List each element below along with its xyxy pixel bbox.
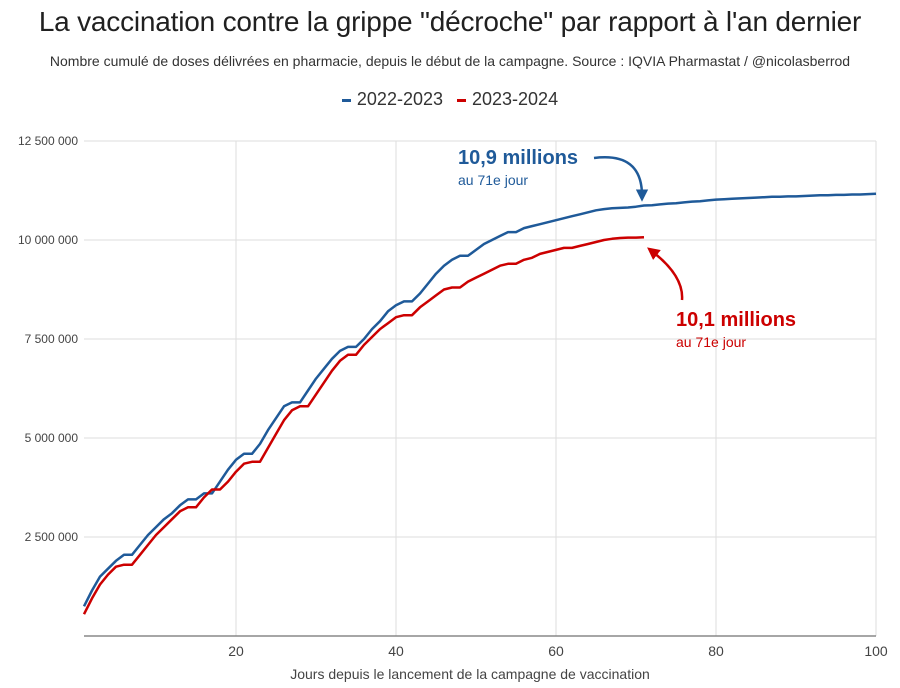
x-tick-label: 80 (708, 643, 724, 659)
y-tick-label: 12 500 000 (18, 134, 78, 148)
y-tick-label: 10 000 000 (18, 233, 78, 247)
legend-item-2022-2023[interactable]: 2022-2023 (341, 89, 443, 110)
annotation-label-2022-2023: 10,9 millions (458, 147, 578, 169)
annotation-arrow-icon (647, 247, 684, 301)
x-tick-label: 40 (388, 643, 404, 659)
y-tick-label: 2 500 000 (25, 530, 79, 544)
series-line-2022-2023 (82, 192, 877, 607)
legend: 2022-2023 2023-2024 (0, 89, 900, 110)
series-line-2023-2024 (82, 235, 645, 615)
annotation-arrow-icon (593, 156, 649, 202)
legend-label-2022-2023: 2022-2023 (356, 89, 443, 109)
legend-item-2023-2024[interactable]: 2023-2024 (457, 89, 558, 110)
series-lines (82, 192, 877, 615)
x-tick-label: 100 (864, 643, 888, 659)
chart-subtitle: Nombre cumulé de doses délivrées en phar… (49, 53, 851, 69)
x-tick-label: 20 (228, 643, 244, 659)
x-axis-label: Jours depuis le lancement de la campagne… (290, 666, 650, 682)
y-tick-label: 7 500 000 (25, 332, 79, 346)
x-tick-label: 60 (548, 643, 564, 659)
chart-title: La vaccination contre la grippe "décroch… (38, 6, 862, 37)
legend-swatch-2023-2024 (457, 99, 466, 102)
annotation-sublabel-2023-2024: au 71e jour (676, 334, 746, 350)
gridlines (84, 140, 877, 636)
legend-label-2023-2024: 2023-2024 (472, 89, 559, 109)
annotation-label-2023-2024: 10,1 millions (676, 309, 796, 331)
y-tick-label: 5 000 000 (25, 431, 79, 445)
annotation-sublabel-2022-2023: au 71e jour (458, 172, 528, 188)
axes: 2 500 000 5 000 000 7 500 000 10 000 000 12 … (18, 134, 888, 659)
annotations: 10,9 millions au 71e jour 10,1 millions au … (458, 147, 796, 350)
legend-swatch-2022-2023 (341, 99, 351, 102)
